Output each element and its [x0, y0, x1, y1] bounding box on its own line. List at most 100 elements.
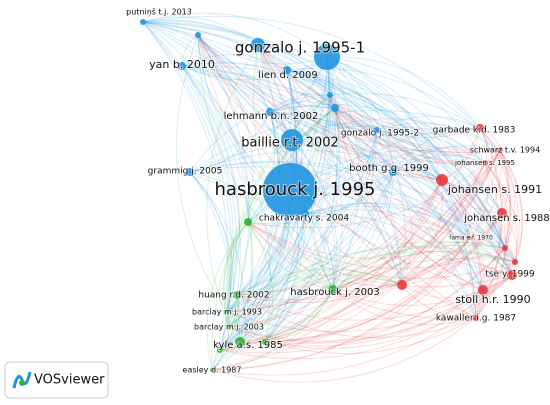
edge	[239, 171, 394, 343]
edge	[291, 118, 501, 151]
edge	[181, 65, 513, 276]
edge	[189, 171, 232, 313]
edge	[269, 92, 481, 129]
edge	[269, 101, 336, 113]
edge	[197, 34, 328, 65]
edge	[219, 221, 254, 351]
edge	[264, 289, 334, 343]
vosviewer-logo[interactable]: VOSviewer	[4, 361, 109, 399]
edge	[484, 162, 509, 249]
edge	[211, 149, 501, 371]
edge	[257, 44, 443, 181]
edge	[257, 44, 477, 319]
edge	[264, 237, 471, 343]
node	[497, 147, 503, 153]
node-label: lien d. 2009	[258, 70, 317, 81]
edge	[304, 146, 501, 215]
edge	[334, 107, 513, 276]
edge	[401, 149, 501, 286]
node	[389, 168, 397, 176]
edge	[239, 289, 334, 343]
edge	[189, 150, 503, 214]
edge	[469, 237, 484, 319]
edge	[484, 162, 518, 263]
edge	[264, 56, 339, 343]
edge	[479, 127, 520, 263]
node	[195, 32, 201, 38]
edge	[142, 21, 516, 263]
edge	[239, 56, 333, 343]
node	[331, 104, 339, 112]
edge	[264, 171, 394, 343]
node	[251, 38, 265, 52]
edge	[236, 179, 443, 296]
edge	[441, 179, 471, 239]
logo-icon-dot	[19, 380, 25, 386]
edge	[175, 34, 228, 313]
edge	[269, 111, 394, 173]
node	[281, 129, 303, 151]
edge	[211, 111, 281, 371]
edge	[332, 237, 471, 292]
edge	[264, 149, 501, 343]
edge	[392, 171, 477, 319]
node	[314, 44, 340, 70]
edge	[329, 94, 378, 131]
edge	[326, 56, 486, 164]
node-label: baillie r.t. 2002	[241, 136, 339, 151]
edge	[286, 69, 331, 96]
edge	[334, 107, 443, 181]
edge	[247, 221, 516, 279]
edge	[223, 221, 249, 313]
edge	[181, 65, 403, 286]
edge	[181, 65, 253, 343]
edge	[441, 179, 481, 319]
edge	[236, 149, 501, 296]
edge	[499, 149, 516, 249]
node	[178, 62, 186, 70]
edge	[226, 94, 331, 313]
node-label: grammig j. 2005	[148, 167, 223, 177]
node-label: schwarz t.v. 1994	[470, 146, 540, 155]
edge	[326, 56, 506, 249]
edge	[257, 44, 331, 96]
edge	[219, 212, 503, 351]
edge	[197, 34, 254, 223]
node	[512, 259, 518, 265]
edge	[247, 56, 328, 223]
edge	[238, 107, 336, 343]
edge	[197, 34, 378, 131]
node-label: hasbrouck j. 2003	[290, 287, 379, 298]
edge	[211, 258, 516, 371]
edge	[211, 289, 334, 371]
edge	[475, 212, 506, 319]
node	[210, 368, 214, 372]
edge	[142, 21, 293, 141]
node-label: hasbrouck j. 1995	[215, 179, 376, 200]
edge	[257, 44, 506, 249]
edge	[304, 202, 506, 249]
edge	[226, 129, 378, 313]
edge	[211, 311, 230, 371]
node-label: yan b. 2010	[149, 58, 215, 71]
edge	[189, 109, 481, 173]
edge	[142, 21, 503, 214]
edge	[142, 16, 259, 46]
edge	[334, 107, 394, 173]
labels: putniņš t.j. 2013 gonzalo j. 1995-1 yan b.…	[125, 6, 550, 376]
node-label: barclay m.j. 2003	[194, 323, 264, 332]
edge	[334, 107, 481, 138]
edge	[219, 56, 331, 351]
edge	[392, 127, 481, 173]
node	[468, 236, 472, 240]
edge	[269, 105, 378, 131]
edge	[286, 69, 503, 214]
node-label: lehmann b.n. 2002	[224, 111, 319, 122]
edge	[376, 127, 486, 164]
edge	[479, 127, 511, 249]
edge	[189, 143, 443, 181]
edge	[142, 21, 471, 239]
node	[497, 208, 507, 218]
edge	[236, 129, 378, 296]
